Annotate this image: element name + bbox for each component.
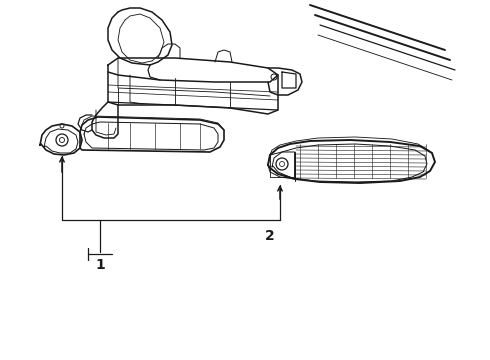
Text: 1: 1 xyxy=(95,258,105,272)
Text: 2: 2 xyxy=(265,229,275,243)
